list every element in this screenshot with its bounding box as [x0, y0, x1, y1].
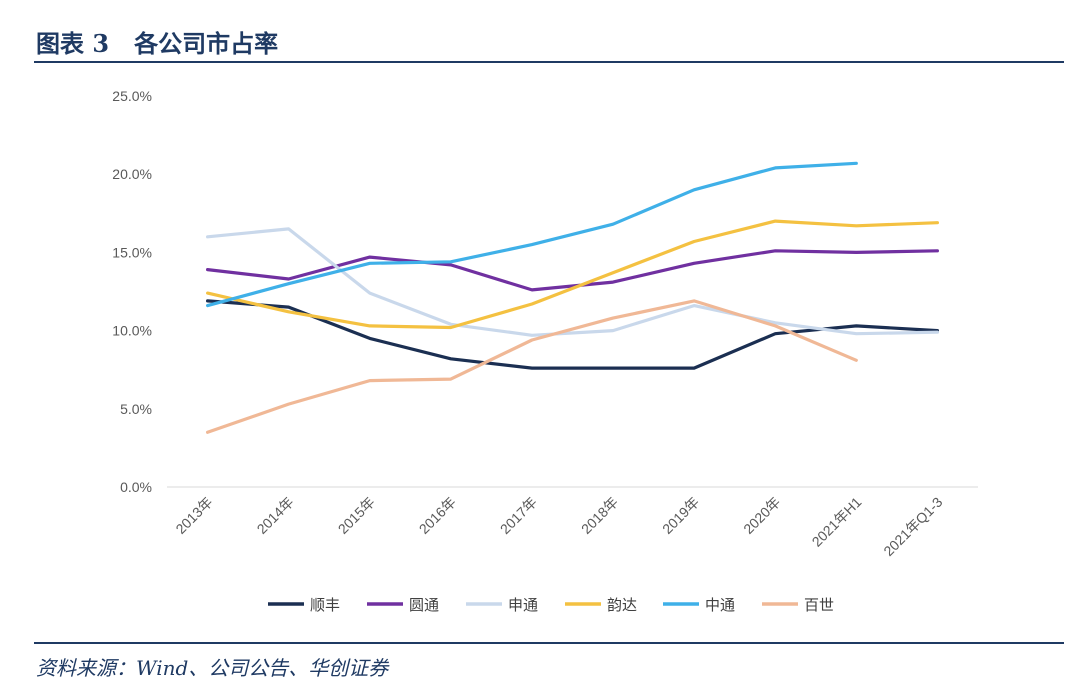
y-tick-label: 0.0%	[120, 479, 152, 495]
x-tick-label: 2019年	[659, 494, 702, 537]
source-note: 资料来源：Wind、公司公告、华创证券	[36, 656, 389, 680]
series-line-4	[206, 219, 939, 330]
y-tick-label: 5.0%	[120, 401, 152, 417]
x-tick-label: 2018年	[578, 494, 621, 537]
x-tick-label: 2017年	[497, 494, 540, 537]
figure-title: 图表 3 各公司市占率	[36, 29, 279, 58]
market-share-line-chart: 0.0%5.0%10.0%15.0%20.0%25.0% 2013年 2014年 2…	[112, 88, 978, 614]
y-tick-label: 15.0%	[112, 244, 152, 260]
series-line-3	[206, 227, 939, 337]
series-line-2	[206, 249, 939, 292]
y-tick-label: 10.0%	[112, 323, 152, 339]
x-tick-label: 2016年	[416, 494, 459, 537]
legend-label: 顺丰	[310, 596, 340, 614]
x-tick-label: 2013年	[172, 494, 215, 537]
series-line-5	[206, 161, 858, 308]
footer-divider	[34, 642, 1064, 644]
x-tick-label: 2015年	[335, 494, 378, 537]
legend: 顺丰 圆通 申通 韵达 中通 百世	[268, 596, 834, 614]
legend-label: 中通	[705, 596, 735, 614]
x-axis: 2013年 2014年 2015年 2016年 2017年 2018年 2019年 2020年…	[172, 494, 945, 559]
y-tick-label: 25.0%	[112, 88, 152, 104]
y-tick-label: 20.0%	[112, 166, 152, 182]
y-axis: 0.0% 5.0% 10.0% 15.0% 20.0% 25.0%	[112, 88, 152, 495]
legend-label: 韵达	[607, 596, 637, 614]
legend-label: 百世	[804, 596, 834, 614]
title-divider	[34, 61, 1064, 63]
x-tick-label: 2021年H1	[809, 494, 865, 550]
x-tick-label: 2020年	[740, 494, 783, 537]
series-line-6	[206, 299, 858, 434]
legend-label: 申通	[508, 596, 538, 614]
x-tick-label: 2021年Q1-3	[880, 494, 945, 559]
legend-label: 圆通	[409, 596, 439, 614]
x-tick-label: 2014年	[254, 494, 297, 537]
series-group	[206, 161, 939, 434]
